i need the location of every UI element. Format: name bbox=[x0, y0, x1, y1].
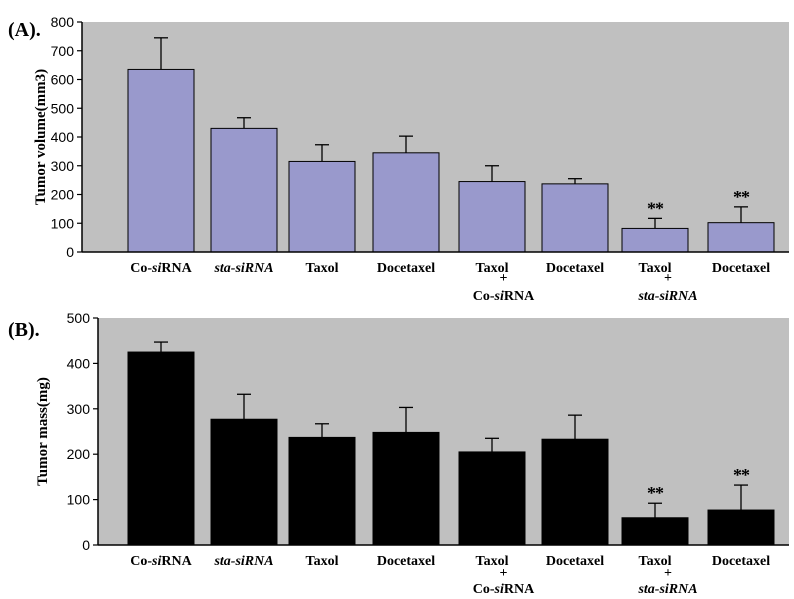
bar bbox=[210, 127, 278, 253]
bar bbox=[372, 431, 440, 546]
bar bbox=[458, 181, 526, 253]
x-tick-label: sta-siRNA bbox=[637, 582, 697, 597]
bar bbox=[541, 183, 609, 253]
chart-panel-b: (B). Tumor mass(mg) 0 100 200 300 400 500 ** ** Co… bbox=[8, 310, 789, 597]
x-tick-label: Docetaxel bbox=[546, 261, 604, 276]
significance-mark: ** bbox=[733, 465, 750, 485]
y-tick-label: 400 bbox=[51, 129, 75, 145]
plus-sign: + bbox=[500, 271, 508, 286]
significance-mark: ** bbox=[647, 483, 664, 503]
bar bbox=[372, 152, 440, 253]
y-tick-label: 500 bbox=[51, 100, 75, 116]
x-tick-label: Taxol bbox=[306, 554, 339, 569]
x-tick-label: Docetaxel bbox=[377, 261, 435, 276]
x-tick-label: Co-siRNA bbox=[130, 261, 192, 276]
x-tick-label: Docetaxel bbox=[377, 554, 435, 569]
x-tick-label: sta-siRNA bbox=[213, 261, 273, 276]
bar bbox=[288, 436, 356, 546]
plus-sign: + bbox=[664, 566, 672, 581]
y-tick-label: 400 bbox=[67, 355, 91, 371]
bar bbox=[707, 509, 775, 546]
bar bbox=[458, 451, 526, 546]
bar bbox=[288, 160, 356, 253]
bar bbox=[621, 517, 689, 546]
bar bbox=[210, 418, 278, 546]
bar bbox=[707, 222, 775, 253]
plus-sign: + bbox=[500, 566, 508, 581]
plus-sign: + bbox=[664, 271, 672, 286]
bar bbox=[621, 227, 689, 253]
significance-mark: ** bbox=[647, 198, 664, 218]
y-tick-label: 200 bbox=[51, 187, 75, 203]
y-tick-label: 300 bbox=[67, 401, 91, 417]
x-tick-label: Docetaxel bbox=[712, 261, 770, 276]
y-tick-label: 100 bbox=[67, 492, 91, 508]
x-tick-label: Co-siRNA bbox=[473, 582, 535, 597]
bar bbox=[127, 351, 195, 546]
x-tick-label: Co-siRNA bbox=[473, 289, 535, 304]
y-tick-label: 800 bbox=[51, 14, 75, 30]
y-axis-title: Tumor volume(mm3) bbox=[33, 69, 49, 205]
x-tick-label: sta-siRNA bbox=[637, 289, 697, 304]
chart-panel-a: (A). Tumor volume(mm3) 0 100 200 300 400 500 600… bbox=[8, 14, 789, 304]
bar bbox=[541, 438, 609, 546]
x-tick-label: Taxol bbox=[639, 554, 672, 569]
y-tick-label: 200 bbox=[67, 446, 91, 462]
y-tick-label: 600 bbox=[51, 72, 75, 88]
y-tick-label: 300 bbox=[51, 158, 75, 174]
y-tick-label: 0 bbox=[82, 537, 90, 553]
y-axis-title: Tumor mass(mg) bbox=[35, 377, 51, 486]
significance-mark: ** bbox=[733, 187, 750, 207]
y-tick-label: 500 bbox=[67, 310, 91, 326]
y-tick-label: 0 bbox=[66, 244, 74, 260]
x-tick-label: Co-siRNA bbox=[130, 554, 192, 569]
x-tick-label: Docetaxel bbox=[712, 554, 770, 569]
y-tick-label: 700 bbox=[51, 43, 75, 59]
panel-label: (B). bbox=[8, 319, 40, 341]
x-tick-label: Taxol bbox=[476, 261, 509, 276]
plot-area bbox=[98, 318, 789, 545]
x-tick-label: Taxol bbox=[306, 261, 339, 276]
y-tick-label: 100 bbox=[51, 215, 75, 231]
x-tick-label: sta-siRNA bbox=[213, 554, 273, 569]
panel-label: (A). bbox=[8, 19, 41, 41]
x-tick-label: Taxol bbox=[639, 261, 672, 276]
x-tick-label: Docetaxel bbox=[546, 554, 604, 569]
x-tick-label: Taxol bbox=[476, 554, 509, 569]
bar bbox=[127, 68, 195, 253]
